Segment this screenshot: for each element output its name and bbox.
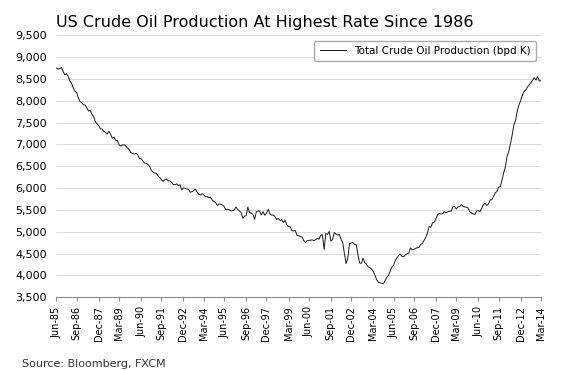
Total Crude Oil Production (bpd K) [53,66,59,70]
Total Crude Oil Production (bpd K) [328,239,334,243]
Text: Source: Bloomberg, FXCM: Source: Bloomberg, FXCM [22,359,166,369]
Total Crude Oil Production (bpd K) [285,224,292,229]
Total Crude Oil Production (bpd K) [537,78,544,83]
Legend: Total Crude Oil Production (bpd K): Total Crude Oil Production (bpd K) [314,40,536,61]
Total Crude Oil Production (bpd K) [77,99,84,104]
Total Crude Oil Production (bpd K) [158,178,165,182]
Total Crude Oil Production (bpd K) [419,241,426,246]
Text: US Crude Oil Production At Highest Rate Since 1986: US Crude Oil Production At Highest Rate … [56,15,474,30]
Total Crude Oil Production (bpd K) [380,282,387,286]
Total Crude Oil Production (bpd K) [200,193,207,197]
Total Crude Oil Production (bpd K) [58,65,65,69]
Line: Total Crude Oil Production (bpd K): Total Crude Oil Production (bpd K) [56,67,541,284]
